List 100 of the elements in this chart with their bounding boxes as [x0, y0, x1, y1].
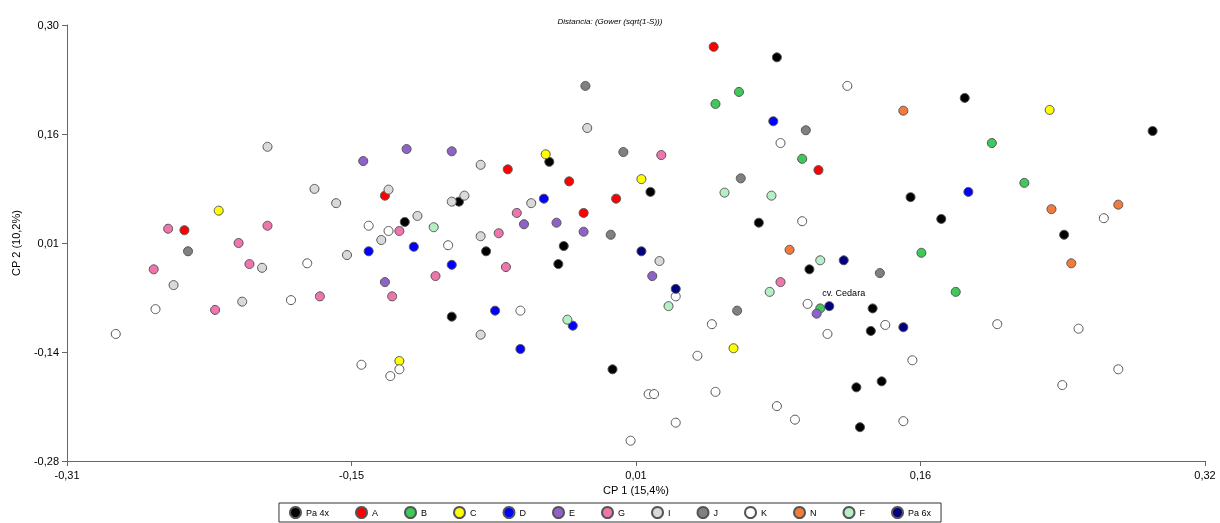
legend-label: I	[668, 507, 671, 518]
point	[963, 186, 974, 197]
point	[1113, 364, 1124, 375]
point	[824, 301, 835, 312]
point	[168, 280, 179, 291]
point	[500, 262, 511, 273]
point	[1059, 229, 1070, 240]
legend-label: N	[810, 507, 817, 518]
legend-label: A	[372, 507, 379, 518]
point	[446, 196, 457, 207]
point	[842, 80, 853, 91]
point	[493, 228, 504, 239]
point	[515, 305, 526, 316]
point	[564, 176, 575, 187]
point	[399, 216, 410, 227]
point	[1066, 258, 1077, 269]
point	[876, 376, 887, 387]
point	[618, 147, 629, 158]
point	[387, 291, 398, 302]
point	[636, 246, 647, 257]
point	[412, 210, 423, 221]
chart-title: Distancia: (Gower (sqrt(1-S)))	[557, 16, 663, 26]
point	[851, 382, 862, 393]
point	[867, 303, 878, 314]
point	[511, 207, 522, 218]
point	[401, 144, 412, 155]
y-tick-label: 0,01	[37, 237, 59, 249]
point	[804, 264, 815, 275]
point	[383, 184, 394, 195]
point	[110, 328, 121, 339]
point	[446, 259, 457, 270]
point	[735, 173, 746, 184]
point	[394, 364, 405, 375]
point	[475, 329, 486, 340]
point	[728, 343, 739, 354]
y-tick-label: 0,16	[37, 128, 59, 140]
point	[813, 165, 824, 176]
legend-label: E	[569, 507, 576, 518]
x-tick-label: 0,01	[625, 468, 647, 481]
point	[262, 220, 273, 231]
point	[992, 319, 1003, 330]
point	[302, 258, 313, 269]
point	[1046, 204, 1057, 215]
point	[331, 198, 342, 209]
legend-label: C	[470, 507, 477, 518]
point	[578, 226, 589, 237]
point	[874, 268, 885, 279]
point	[775, 277, 786, 288]
point	[708, 41, 719, 52]
point	[309, 183, 320, 194]
point	[363, 220, 374, 231]
point	[710, 98, 721, 109]
point	[916, 247, 927, 258]
point	[578, 207, 589, 218]
point	[150, 304, 161, 315]
legend-label: F	[859, 507, 866, 518]
point	[605, 229, 616, 240]
point	[898, 105, 909, 116]
point	[771, 52, 782, 63]
point	[257, 262, 268, 273]
point	[1113, 199, 1124, 210]
point	[1044, 104, 1055, 115]
point	[582, 122, 593, 133]
point	[286, 295, 296, 306]
point	[408, 241, 419, 252]
point	[459, 190, 470, 201]
point	[880, 319, 891, 330]
point	[538, 193, 549, 204]
legend-label: Pa 6x	[908, 507, 932, 518]
point	[580, 80, 591, 91]
legend-label: B	[421, 507, 428, 518]
point	[394, 225, 405, 236]
point	[558, 241, 569, 251]
x-tick-label: 0,16	[909, 468, 932, 481]
x-tick-label: 0,32	[1194, 468, 1216, 481]
point	[183, 246, 194, 257]
legend-label: D	[519, 507, 527, 518]
point	[376, 235, 387, 245]
point	[233, 238, 244, 248]
point	[855, 422, 865, 433]
point	[148, 264, 159, 275]
point	[356, 359, 367, 370]
point	[481, 246, 492, 257]
y-tick-label: -0,14	[33, 346, 59, 358]
annotation: cv. Cedara	[822, 287, 866, 298]
point	[710, 386, 721, 397]
point	[838, 255, 849, 266]
point	[611, 193, 622, 204]
point	[936, 213, 947, 224]
point	[784, 244, 795, 255]
point	[544, 156, 555, 167]
legend-label: G	[618, 507, 626, 518]
point	[562, 314, 573, 325]
point	[1019, 177, 1030, 188]
point	[800, 125, 811, 136]
point	[959, 92, 970, 103]
point	[771, 401, 782, 412]
point	[797, 153, 808, 164]
point	[540, 149, 551, 160]
point	[237, 296, 248, 307]
